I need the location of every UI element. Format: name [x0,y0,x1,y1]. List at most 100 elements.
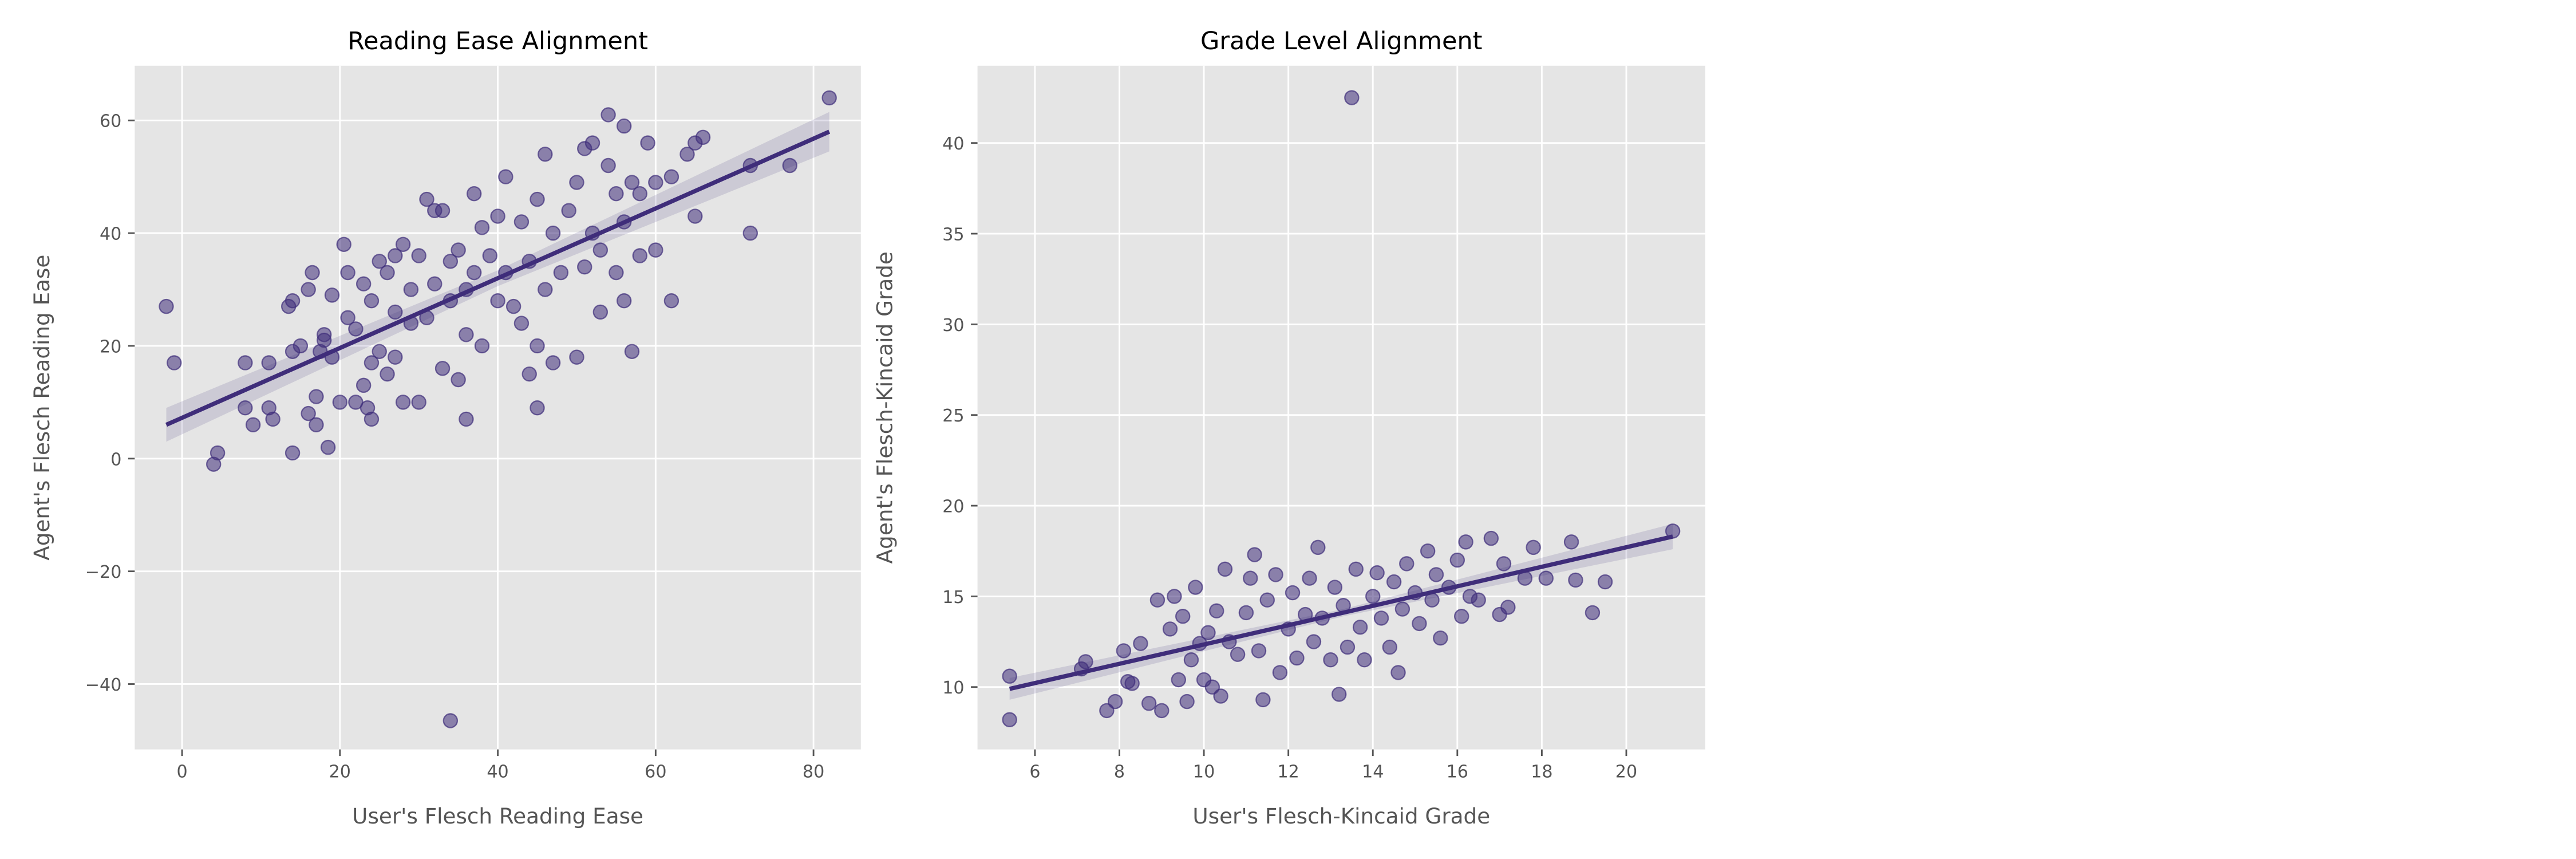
point [427,276,442,291]
point [1585,605,1601,621]
point [388,248,403,263]
point [1394,601,1411,617]
point [1348,561,1364,577]
point [159,298,174,314]
point [388,349,403,365]
point [1323,652,1338,668]
y-tick-label: 35 [942,225,964,245]
point [616,293,632,309]
point [372,344,387,360]
point [600,157,616,174]
x-tick-label: 60 [645,762,666,782]
point [1390,665,1406,680]
point [317,327,332,342]
axes: 0 20 40 60 80 −40 −20 0 20 40 60 Reading Ease Align… [29,27,861,829]
point [663,293,679,309]
point [301,282,316,297]
point [305,265,320,281]
x-axis-label: User's Flesch-Kincaid Grade [1192,803,1490,829]
point [530,191,545,207]
point [1500,600,1516,615]
point [616,118,632,134]
point [261,355,276,371]
point [1002,668,1017,684]
point [265,411,280,427]
point [1002,712,1017,727]
regression-line [1009,534,1673,691]
point [340,310,355,325]
point [1306,634,1322,649]
point [380,366,395,382]
point [553,265,569,281]
point [1107,693,1123,710]
point [293,338,309,354]
point [679,147,695,162]
point [1310,539,1326,555]
point [411,395,426,410]
point [238,400,253,416]
point [320,439,336,455]
x-tick-label: 40 [487,762,508,782]
point [459,411,474,427]
point [285,293,301,309]
point [1171,672,1187,688]
point [1563,534,1579,550]
point [1302,570,1317,586]
point [1167,589,1182,604]
point [348,321,364,337]
point [609,265,624,281]
point [592,304,609,320]
point [521,366,537,382]
point [309,417,324,432]
point [1365,589,1381,604]
point [474,338,490,354]
point [648,242,663,258]
point [467,265,482,281]
point [609,186,624,202]
x-tick-label: 12 [1277,762,1299,782]
x-tick-label: 14 [1362,762,1384,782]
y-tick-label: 15 [942,588,964,608]
point [1154,703,1170,719]
point [442,254,459,269]
point [545,225,561,241]
point [1458,534,1473,550]
point [340,265,355,281]
point [1327,580,1343,595]
point [1483,530,1499,546]
point [1259,592,1275,608]
y-axis-label: Agent's Flesch Reading Ease [29,255,54,561]
point [459,327,474,342]
point [1149,592,1165,608]
point [434,361,451,376]
point [1116,643,1132,659]
y-tick-label: 25 [942,406,964,426]
point [324,287,340,303]
point [403,282,419,297]
point [1162,621,1178,637]
point [1200,625,1216,640]
chart-title: Grade Level Alignment [1200,27,1483,56]
point [364,293,380,309]
point [648,175,663,190]
point [1428,567,1444,582]
point [238,355,253,371]
point [1357,652,1372,668]
point [1340,639,1356,655]
point [210,445,226,461]
point [1188,580,1203,595]
point [1230,647,1246,662]
point [411,248,426,263]
point [1369,565,1385,581]
point [1352,620,1368,635]
x-tick-label: 10 [1193,762,1215,782]
point [1597,574,1613,590]
point [474,220,490,235]
axes: 6 8 10 12 14 16 18 20 10 15 20 25 30 35 40 Grade Level … [872,27,1705,829]
point [545,355,561,371]
point [1209,603,1224,618]
point [355,377,372,393]
point [451,242,466,258]
y-tick-label: 30 [942,316,964,336]
point [1268,567,1283,582]
